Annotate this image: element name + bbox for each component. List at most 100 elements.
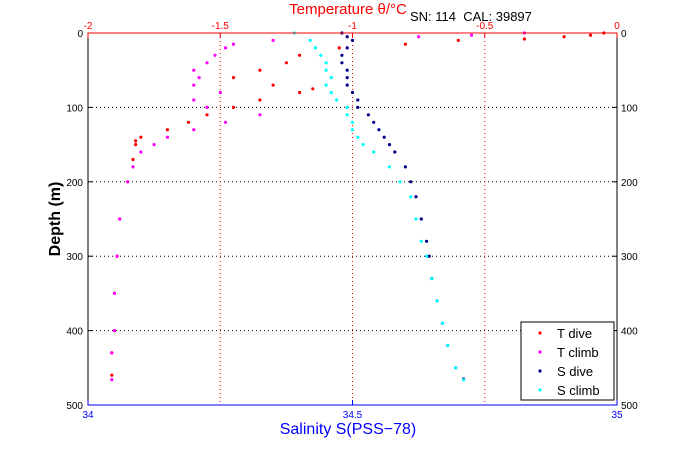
data-point <box>319 53 323 57</box>
data-point <box>118 217 122 221</box>
data-point <box>350 38 355 43</box>
legend-label: S climb <box>557 383 600 398</box>
data-point <box>165 135 169 139</box>
data-point <box>231 105 236 109</box>
legend-marker <box>538 331 542 335</box>
data-point <box>258 113 262 117</box>
grid <box>88 33 617 405</box>
data-points <box>110 31 606 382</box>
data-point <box>345 68 349 72</box>
data-point <box>324 68 328 72</box>
temperature-tick-label: 0 <box>614 21 620 32</box>
depth-tick-label-left: 0 <box>77 29 83 40</box>
legend-label: T dive <box>557 326 592 341</box>
data-point <box>377 128 381 132</box>
data-point <box>345 46 349 50</box>
depth-tick-label-left: 500 <box>66 401 83 412</box>
data-point <box>462 378 466 382</box>
data-point <box>298 53 302 57</box>
series-s-climb <box>292 31 466 382</box>
data-point <box>345 105 349 109</box>
data-point <box>139 135 143 139</box>
data-point <box>419 217 423 221</box>
data-point <box>350 90 355 95</box>
legend-marker <box>538 388 542 392</box>
legend: T dive T climb S dive S climb <box>520 321 615 401</box>
data-point <box>126 180 130 184</box>
depth-tick-label-right: 400 <box>621 327 638 338</box>
data-point <box>345 113 349 117</box>
data-point <box>430 276 434 281</box>
data-point <box>414 195 418 199</box>
data-point <box>440 321 444 325</box>
data-point <box>356 105 360 109</box>
data-point <box>231 76 236 80</box>
data-point <box>446 343 450 348</box>
series-t-climb <box>110 31 527 382</box>
data-point <box>456 38 460 43</box>
depth-tick-label-left: 200 <box>66 178 83 189</box>
data-point <box>313 46 318 50</box>
data-point <box>329 76 333 80</box>
data-point <box>308 38 312 43</box>
data-point <box>152 143 156 147</box>
data-point <box>165 128 169 132</box>
salinity-tick-label: 34 <box>82 410 94 421</box>
data-point <box>403 165 407 169</box>
temperature-tick-label: -1 <box>348 21 357 32</box>
data-point <box>588 33 593 37</box>
data-point <box>324 83 328 87</box>
data-point <box>387 143 392 147</box>
data-point <box>110 351 114 355</box>
data-point <box>372 150 376 154</box>
depth-tick-label-left: 400 <box>66 327 83 338</box>
data-point <box>329 90 333 95</box>
depth-tick-label-right: 100 <box>621 103 638 114</box>
data-point <box>345 35 349 39</box>
data-point <box>372 120 376 124</box>
data-point <box>223 120 228 124</box>
data-point <box>414 217 418 221</box>
data-point <box>192 68 196 72</box>
salinity-tick-label: 35 <box>611 410 623 421</box>
data-point <box>345 76 349 80</box>
data-point <box>131 157 135 162</box>
legend-label: T climb <box>557 345 599 360</box>
data-point <box>398 180 402 184</box>
depth-tick-label-right: 200 <box>621 178 638 189</box>
data-point <box>192 98 196 102</box>
depth-tick-label-left: 300 <box>66 252 83 263</box>
data-point <box>409 195 413 199</box>
data-point <box>197 76 201 80</box>
temperature-tick-label: -1.5 <box>212 21 230 32</box>
data-point <box>425 239 429 243</box>
data-point <box>427 254 431 258</box>
data-point <box>298 90 302 95</box>
data-point <box>340 53 344 57</box>
data-point <box>393 150 397 154</box>
data-point <box>403 42 407 46</box>
data-point <box>205 61 209 65</box>
data-point <box>425 254 429 258</box>
temperature-tick-label: -2 <box>84 21 93 32</box>
data-point <box>409 180 413 184</box>
data-point <box>218 90 222 95</box>
depth-tick-label-right: 500 <box>621 401 638 412</box>
legend-box <box>520 321 615 401</box>
data-point <box>337 46 341 50</box>
data-point <box>345 83 349 87</box>
depth-tick-label-left: 100 <box>66 103 83 114</box>
data-point <box>350 128 355 132</box>
data-point <box>205 105 209 109</box>
bottom-axis-title: Salinity S(PSS−78) <box>280 421 417 438</box>
depth-tick-label-right: 0 <box>621 29 627 40</box>
data-point <box>258 98 262 102</box>
salinity-tick-label: 34.5 <box>343 410 363 421</box>
data-point <box>134 139 138 143</box>
data-point <box>350 120 355 124</box>
data-point <box>340 61 344 65</box>
data-point <box>213 53 217 57</box>
data-point <box>417 35 421 39</box>
data-point <box>356 135 360 139</box>
